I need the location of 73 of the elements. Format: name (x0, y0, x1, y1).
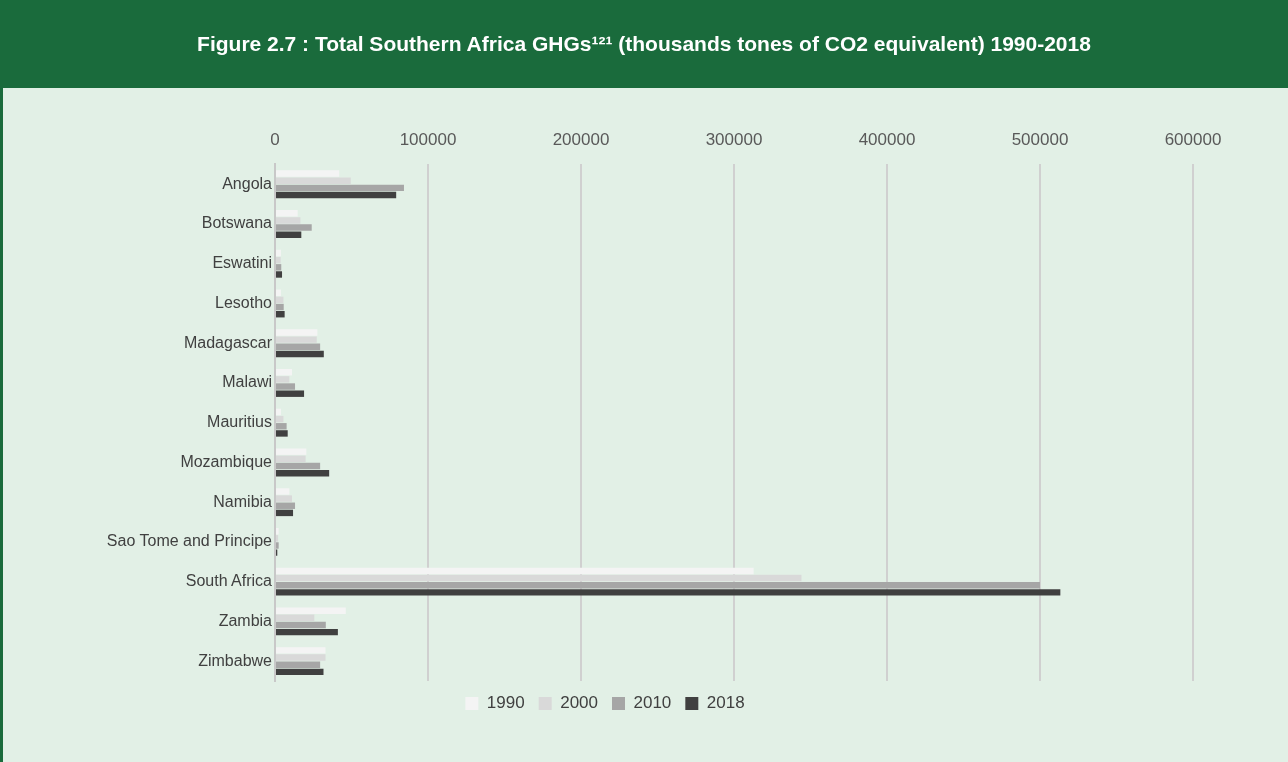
y-tick-label: Mauritius (207, 413, 272, 431)
bar (276, 249, 281, 257)
bar (276, 383, 296, 390)
bar (276, 224, 312, 231)
x-tick-label: 500000 (1011, 129, 1069, 149)
x-tick-label: 600000 (1164, 129, 1222, 149)
y-tick-label: Sao Tome and Principe (106, 532, 273, 550)
legend-label: 1990 (486, 693, 525, 713)
bar (276, 343, 321, 351)
bar (276, 535, 279, 542)
bar (276, 191, 397, 199)
bar (276, 668, 324, 676)
bar (276, 542, 279, 549)
bar (276, 582, 1040, 589)
bar (276, 311, 285, 318)
bar (276, 231, 302, 238)
y-tick-label: Zambia (218, 611, 273, 629)
bar (276, 376, 290, 383)
y-tick-label: Malawi (222, 373, 272, 391)
y-tick-label: Namibia (213, 492, 273, 510)
bar (276, 469, 330, 477)
bar (276, 628, 338, 636)
bar (276, 350, 324, 358)
bar (276, 336, 317, 343)
x-tick-label: 100000 (399, 129, 457, 149)
bar (276, 289, 281, 296)
bar (276, 271, 283, 278)
bar (276, 654, 326, 661)
bar (276, 210, 298, 217)
bar (276, 264, 282, 271)
y-tick-label: Botswana (201, 214, 273, 232)
bar (276, 647, 326, 654)
bar (276, 607, 346, 614)
y-tick-label: Mozambique (180, 452, 273, 470)
bar (276, 502, 296, 509)
bar (276, 390, 305, 397)
bar (276, 527, 279, 535)
bar (276, 329, 318, 336)
x-tick-label: 400000 (858, 129, 916, 149)
bar (276, 256, 281, 264)
bar (276, 423, 287, 430)
x-tick-label: 300000 (705, 129, 763, 149)
bar (276, 567, 754, 575)
legend-label: 2010 (633, 693, 672, 713)
bar (276, 621, 326, 629)
bar (276, 495, 292, 502)
bar (276, 448, 307, 455)
bar (276, 408, 281, 416)
bar (276, 303, 284, 311)
x-tick-label: 0 (270, 129, 280, 149)
bar (276, 184, 404, 192)
y-tick-label: Eswatini (212, 254, 272, 272)
bar (276, 488, 290, 495)
bar (276, 217, 301, 224)
x-tick-label: 200000 (552, 129, 610, 149)
legend-label: 2000 (560, 693, 599, 713)
y-tick-label: Zimbabwe (198, 651, 273, 669)
legend-label: 2018 (706, 693, 745, 713)
chart-title: Figure 2.7 : Total Southern Africa GHGs¹²¹ (thousands tones of CO2 equivalent) 1990-2018 (0, 0, 1288, 88)
y-tick-label: South Africa (185, 572, 273, 590)
bar (276, 462, 321, 470)
y-tick-label: Angola (222, 174, 273, 192)
bar (276, 614, 315, 622)
bar (276, 661, 321, 668)
bar (276, 509, 294, 517)
bar (276, 369, 292, 376)
bar (276, 170, 340, 177)
bar (276, 589, 1061, 596)
y-tick-label: Madagascar (183, 333, 273, 351)
bar (276, 430, 288, 437)
y-tick-label: Lesotho (215, 293, 273, 311)
bar (276, 455, 306, 463)
bar (276, 177, 351, 184)
